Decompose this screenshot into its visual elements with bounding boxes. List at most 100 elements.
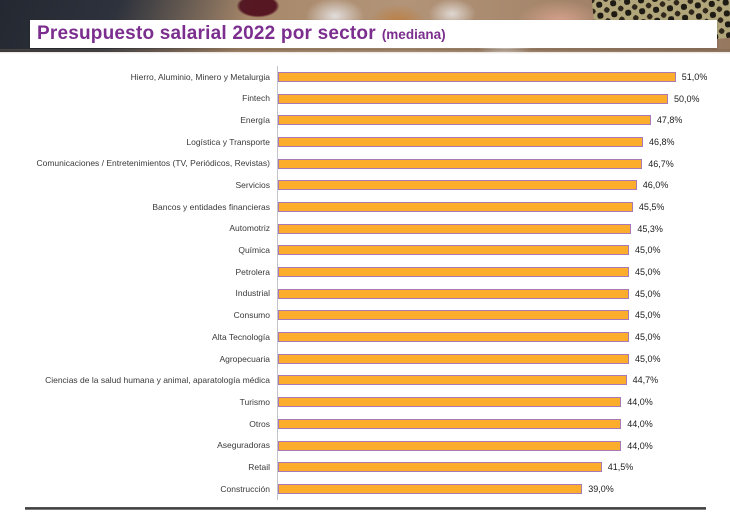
bar	[278, 136, 644, 147]
value-label: 45,0%	[635, 353, 661, 364]
bar-cell: 45,0%	[277, 282, 730, 305]
category-label: Ciencias de la salud humana y animal, ap…	[45, 375, 270, 386]
bar-cell: 45,0%	[277, 347, 730, 370]
value-label: 46,7%	[648, 158, 674, 169]
value-label: 39,0%	[588, 483, 614, 494]
bar	[278, 267, 629, 278]
category-label: Agropecuaria	[219, 353, 270, 364]
bar-cell: 46,0%	[277, 174, 730, 197]
bar	[278, 440, 622, 451]
bar-cell: 41,5%	[277, 456, 730, 479]
bar-row: Consumo 45,0%	[0, 304, 730, 327]
bar	[278, 353, 629, 364]
value-label: 45,0%	[635, 267, 661, 278]
value-label: 44,0%	[627, 418, 653, 429]
category-label: Aseguradoras	[217, 440, 270, 451]
bar-cell: 45,0%	[277, 239, 730, 262]
bar-row: Alta Tecnología 45,0%	[0, 326, 730, 348]
category-label: Turismo	[239, 396, 270, 407]
category-label: Construcción	[220, 483, 270, 494]
page-title-suffix: (mediana)	[381, 26, 446, 42]
bar	[278, 158, 643, 169]
bar-cell: 44,0%	[277, 391, 730, 413]
bar-row: Turismo 44,0%	[0, 391, 730, 413]
bar-cell: 44,0%	[277, 434, 730, 457]
bar	[278, 115, 651, 126]
title-banner: Presupuesto salarial 2022 por sector (me…	[30, 20, 717, 48]
bar-row: Fintech 50,0%	[0, 87, 730, 110]
bar-row: Retail 41,5%	[0, 456, 730, 479]
bar-rows: Hierro, Aluminio, Minero y Metalurgia 51,…	[0, 66, 730, 500]
value-label: 46,0%	[642, 180, 669, 191]
value-label: 47,8%	[656, 115, 683, 126]
value-label: 44,7%	[632, 375, 659, 386]
bar	[278, 310, 629, 321]
bar-row: Química 45,0%	[0, 239, 730, 262]
bar	[278, 332, 629, 343]
value-label: 45,0%	[635, 332, 661, 343]
value-label: 51,0%	[681, 71, 708, 82]
bar-row: Ciencias de la salud humana y animal, ap…	[0, 369, 730, 392]
category-label: Logística y Transporte	[186, 136, 270, 147]
bar	[278, 245, 629, 256]
bar-row: Aseguradoras 44,0%	[0, 434, 730, 457]
bar-row: Agropecuaria 45,0%	[0, 347, 730, 370]
value-label: 45,0%	[635, 245, 661, 256]
header-photo-fade	[0, 49, 730, 54]
bar-row: Hierro, Aluminio, Minero y Metalurgia 51,…	[0, 66, 730, 88]
category-label: Servicios	[235, 180, 270, 191]
category-label: Alta Tecnología	[212, 331, 270, 342]
bar-cell: 46,7%	[277, 152, 730, 175]
bar-chart: Hierro, Aluminio, Minero y Metalurgia 51,…	[0, 66, 730, 500]
category-label: Fintech	[242, 93, 270, 104]
value-label: 44,0%	[627, 397, 653, 408]
value-label: 50,0%	[674, 93, 700, 104]
bar-cell: 47,8%	[277, 109, 730, 132]
bar-cell: 44,0%	[277, 413, 730, 435]
page-title: Presupuesto salarial 2022 por sector	[37, 23, 376, 44]
bar-cell: 45,0%	[277, 304, 730, 327]
bar	[278, 201, 633, 212]
bar-row: Industrial 45,0%	[0, 282, 730, 305]
bar	[278, 288, 629, 299]
category-label: Comunicaciones / Entretenimientos (TV, P…	[36, 158, 270, 169]
bar-cell: 50,0%	[277, 87, 730, 110]
bar-row: Comunicaciones / Entretenimientos (TV, P…	[0, 152, 730, 175]
bar-row: Logística y Transporte 46,8%	[0, 131, 730, 153]
bar-row: Construcción 39,0%	[0, 478, 730, 500]
bar	[278, 375, 627, 386]
bar-cell: 51,0%	[277, 66, 730, 88]
category-label: Química	[238, 245, 270, 256]
bar-row: Otros 44,0%	[0, 413, 730, 435]
category-label: Petrolera	[235, 266, 271, 277]
value-label: 45,0%	[635, 310, 661, 321]
bar-cell: 45,5%	[277, 196, 730, 218]
category-label: Energía	[240, 114, 270, 125]
bar-cell: 45,3%	[277, 217, 730, 240]
bar	[278, 180, 637, 191]
bottom-rule	[25, 507, 706, 510]
category-label: Industrial	[235, 288, 271, 299]
category-label: Consumo	[233, 310, 270, 321]
value-label: 46,8%	[649, 136, 675, 147]
bar-cell: 46,8%	[277, 131, 730, 153]
value-label: 45,3%	[637, 223, 663, 234]
value-label: 45,5%	[638, 201, 665, 212]
bar-row: Servicios 46,0%	[0, 174, 730, 197]
bar-cell: 45,0%	[277, 261, 730, 283]
value-label: 41,5%	[607, 462, 634, 473]
category-label: Retail	[248, 461, 270, 472]
category-label: Otros	[249, 418, 270, 429]
category-label: Automotriz	[229, 223, 270, 234]
bar	[278, 223, 632, 234]
bar-row: Bancos y entidades financieras 45,5%	[0, 196, 730, 218]
bar-cell: 44,7%	[277, 369, 730, 392]
bar-cell: 39,0%	[277, 478, 730, 500]
bar-row: Petrolera 45,0%	[0, 261, 730, 283]
bar	[278, 483, 583, 494]
category-label: Bancos y entidades financieras	[152, 201, 270, 212]
bar	[278, 418, 622, 429]
bar	[278, 71, 676, 82]
bar-cell: 45,0%	[277, 326, 730, 348]
